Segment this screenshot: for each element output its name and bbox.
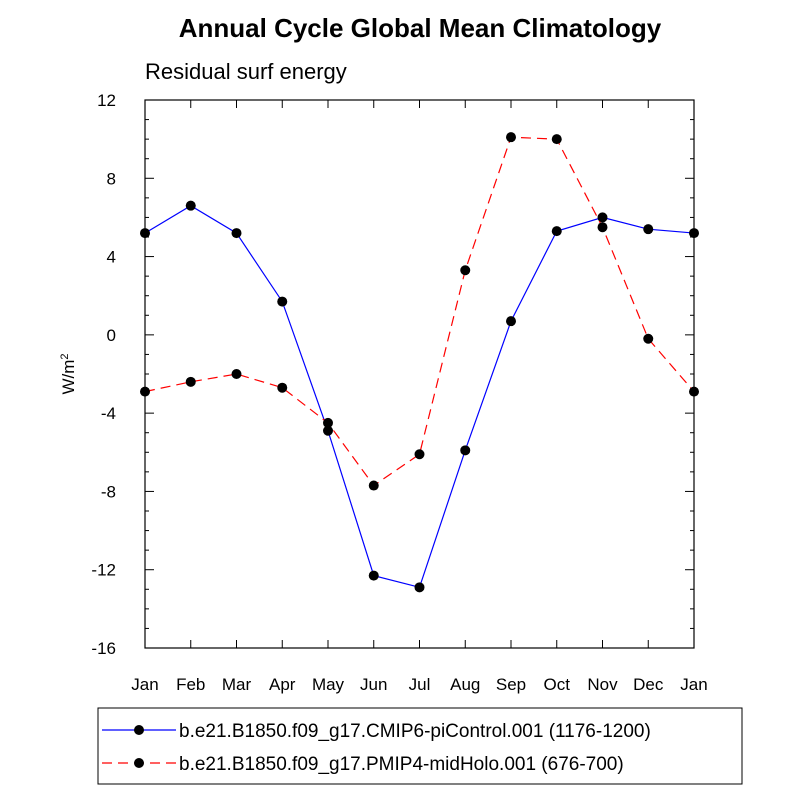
- x-tick-label: Feb: [176, 675, 205, 694]
- chart-title: Annual Cycle Global Mean Climatology: [179, 13, 662, 43]
- series-2-point: [414, 449, 425, 460]
- series-1-point: [185, 200, 196, 211]
- series-2-point: [185, 376, 196, 387]
- series-2-point: [277, 382, 288, 393]
- x-tick-label: Nov: [587, 675, 618, 694]
- y-tick-label: -16: [91, 639, 116, 658]
- series-1-point: [643, 224, 654, 235]
- plot-frame: [144, 99, 695, 649]
- series-line-1: [144, 204, 695, 589]
- legend-box: [97, 707, 743, 785]
- plot-area: Jan Feb Mar Apr May Jun Jul Aug Sep Oct Nov Dec Jan 1…: [91, 91, 707, 694]
- series-2-point: [323, 417, 333, 428]
- legend-marker-2: [134, 758, 144, 768]
- series-line-2: [144, 136, 695, 487]
- y-tick-label: 12: [97, 91, 116, 110]
- x-tick-label: Jun: [360, 675, 387, 694]
- series-2-point: [140, 386, 150, 397]
- series-1-point: [140, 228, 150, 239]
- x-tick-label: Jul: [409, 675, 431, 694]
- y-tick-label: -8: [101, 482, 116, 501]
- y-tick-label: -4: [101, 404, 116, 423]
- y-tick-label: -12: [91, 561, 116, 580]
- y-tick-label: 8: [107, 169, 116, 188]
- x-tick-label: Aug: [450, 675, 480, 694]
- x-tick-label: Jan: [131, 675, 158, 694]
- y-tick-label: 0: [107, 326, 116, 345]
- y-tick-label: 4: [107, 248, 116, 267]
- series-2-point: [460, 265, 471, 276]
- series-1-point: [597, 212, 608, 223]
- x-tick-label: Dec: [633, 675, 664, 694]
- x-tick-label: Sep: [496, 675, 526, 694]
- x-tick-label: Jan: [680, 675, 707, 694]
- legend: b.e21.B1850.f09_g17.CMIP6-piControl.001 …: [97, 707, 743, 785]
- x-tick-label: Mar: [222, 675, 252, 694]
- series-2-point: [551, 134, 562, 145]
- legend-label-2: b.e21.B1850.f09_g17.PMIP4-midHolo.001 (6…: [179, 754, 624, 775]
- series-1-point: [551, 226, 562, 237]
- chart-subtitle: Residual surf energy: [145, 59, 347, 84]
- series-1-point: [414, 582, 425, 593]
- series-1-point: [323, 425, 333, 436]
- series-2-point: [368, 480, 379, 491]
- series-2-point: [231, 369, 242, 379]
- legend-marker-1: [134, 725, 144, 735]
- legend-label-1: b.e21.B1850.f09_g17.CMIP6-piControl.001 …: [179, 721, 651, 742]
- x-tick-label: May: [312, 675, 345, 694]
- series-1-point: [506, 316, 516, 327]
- y-axis-label-base: W/m: [59, 360, 78, 395]
- series-2-point: [506, 132, 516, 143]
- x-tick-label: Oct: [544, 675, 571, 694]
- x-tick-label: Apr: [269, 675, 296, 694]
- series-1-point: [231, 228, 242, 239]
- series-2-point: [597, 222, 608, 233]
- y-axis-label: W/m2: [59, 353, 78, 394]
- series-2-point: [643, 333, 654, 344]
- series-1-point: [460, 445, 471, 456]
- series-1-point: [368, 570, 379, 581]
- series-1-point: [277, 296, 288, 307]
- series-1-point: [689, 228, 699, 239]
- series-2-point: [689, 386, 699, 397]
- y-axis-label-superscript: 2: [59, 353, 71, 359]
